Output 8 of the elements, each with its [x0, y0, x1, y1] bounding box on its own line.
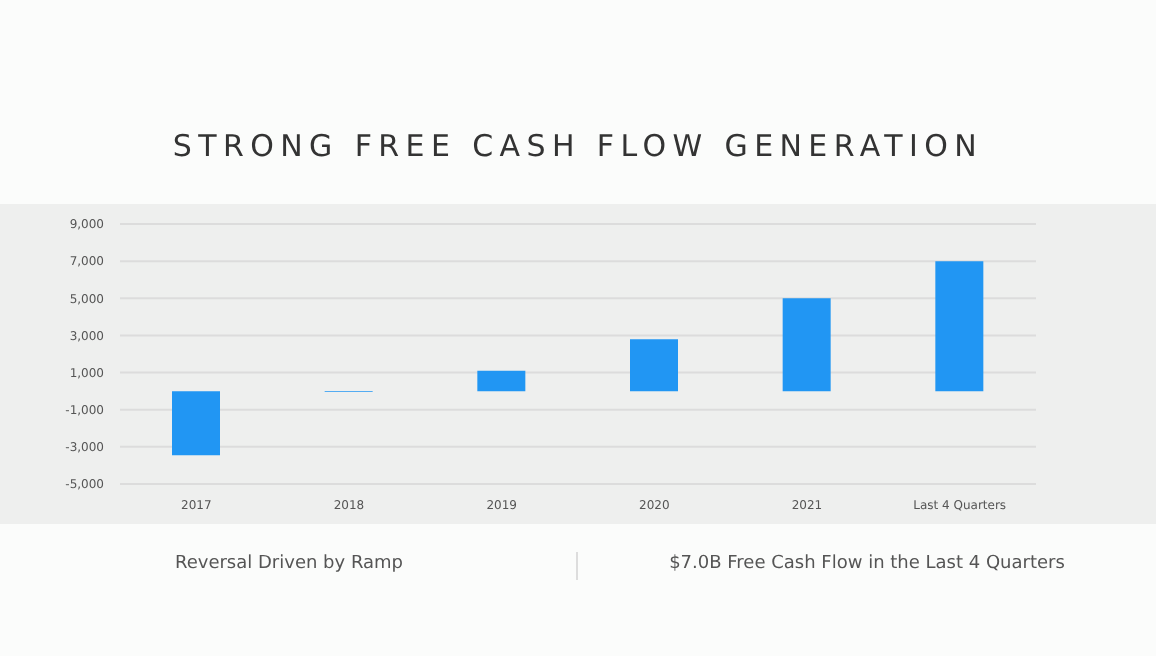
bar — [782, 298, 831, 392]
bar — [630, 339, 678, 392]
text: Reversal Driven by Ramp — [172, 554, 406, 574]
text: $7.0B Free Cash Flow in the Last 4 Quarters — [667, 554, 1067, 574]
bar — [935, 261, 984, 392]
bar — [477, 370, 526, 392]
bar — [172, 391, 220, 456]
chart-title: STRONG FREE CASH FLOW GENERATION — [170, 128, 986, 164]
